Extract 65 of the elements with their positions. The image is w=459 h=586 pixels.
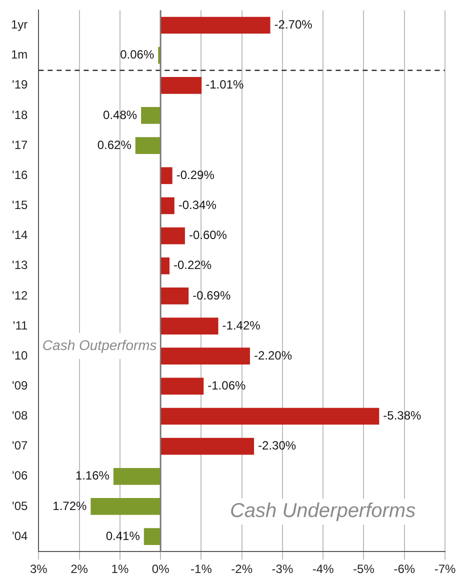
bar [144, 528, 160, 545]
y-tick-label: '05 [12, 498, 28, 513]
y-tick-label: '08 [12, 408, 28, 423]
x-tick-label: -4% [312, 562, 334, 576]
x-tick-label: -3% [272, 562, 294, 576]
bar [161, 288, 189, 304]
x-tick-label: 3% [30, 562, 48, 576]
data-label: 0.48% [103, 108, 138, 122]
bar [90, 498, 160, 515]
y-tick-label: 1m [11, 48, 28, 62]
bar [161, 16, 270, 34]
y-tick-label: '07 [12, 438, 28, 453]
y-tick-label: '16 [12, 168, 28, 182]
y-tick-label: '17 [12, 138, 28, 152]
data-label: -2.30% [258, 438, 296, 453]
y-tick-label: 1yr [11, 18, 28, 32]
y-tick-label: '19 [12, 78, 28, 92]
data-label: 1.16% [75, 468, 110, 483]
data-label: 0.41% [106, 528, 140, 543]
data-label: 0.06% [120, 48, 154, 62]
bar [161, 167, 172, 184]
x-tick-label: 1% [111, 562, 129, 576]
data-label: -0.34% [178, 198, 217, 212]
bar [161, 257, 170, 274]
y-tick-label: '12 [12, 288, 28, 302]
data-label: -0.29% [176, 168, 215, 182]
bar [161, 378, 204, 395]
data-label: -0.60% [188, 228, 228, 242]
x-tick-label: -5% [353, 562, 375, 576]
annotation: Cash Outperforms [42, 336, 157, 353]
data-label: -2.20% [254, 348, 292, 362]
y-tick-label: '14 [12, 228, 28, 242]
bar [141, 107, 160, 124]
data-label: -5.38% [383, 408, 422, 423]
bar [161, 197, 174, 214]
x-tick-label: -1% [190, 562, 212, 576]
data-label: -0.22% [174, 258, 212, 272]
data-label: -1.42% [222, 318, 261, 332]
bar [161, 438, 254, 455]
y-tick-label: '06 [12, 468, 28, 483]
x-tick-label: -6% [394, 562, 416, 576]
y-tick-label: '04 [12, 528, 28, 543]
data-label: 0.62% [97, 138, 132, 152]
data-label: -1.01% [206, 78, 244, 92]
y-tick-label: '13 [12, 258, 28, 272]
bar [161, 408, 380, 425]
bar [161, 318, 218, 334]
y-tick-label: '09 [12, 378, 28, 392]
data-label: -0.69% [192, 288, 231, 302]
bar [113, 468, 160, 485]
data-label: 1.72% [52, 498, 88, 513]
x-tick-label: 2% [70, 562, 88, 576]
x-tick-label: -7% [434, 562, 456, 576]
bar [161, 76, 202, 94]
x-tick-label: 0% [152, 562, 170, 576]
data-label: -2.70% [274, 18, 313, 32]
bar [161, 227, 185, 244]
data-label: -1.06% [208, 378, 246, 392]
y-tick-label: '11 [12, 318, 28, 332]
x-tick-label: -2% [231, 562, 253, 576]
annotation: Cash Underperforms [230, 500, 416, 522]
y-tick-label: '15 [12, 198, 28, 212]
y-tick-label: '18 [12, 108, 28, 122]
bar [135, 137, 160, 154]
y-tick-label: '10 [12, 348, 28, 362]
